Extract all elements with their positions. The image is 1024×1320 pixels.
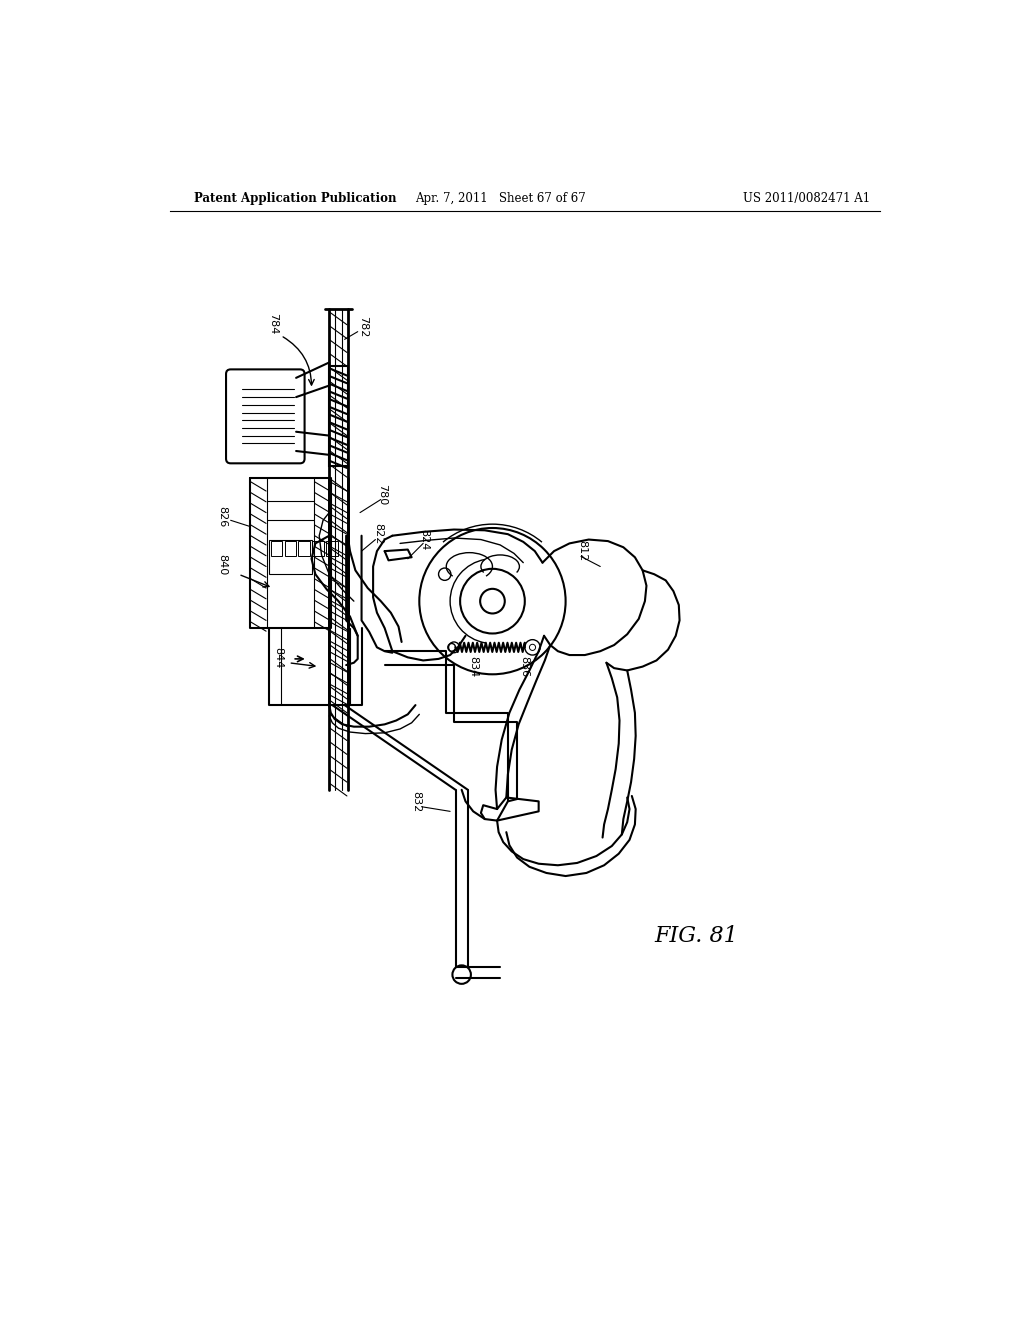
- Text: 832: 832: [412, 791, 422, 812]
- Text: FIG. 81: FIG. 81: [654, 925, 738, 948]
- Bar: [330, 367, 348, 466]
- Text: 812: 812: [578, 540, 587, 562]
- Bar: [312, 541, 324, 557]
- Text: 824: 824: [419, 529, 429, 550]
- Text: 822: 822: [373, 523, 383, 544]
- Text: 834: 834: [468, 656, 478, 677]
- Circle shape: [453, 965, 471, 983]
- Text: 826: 826: [217, 506, 226, 527]
- FancyBboxPatch shape: [226, 370, 304, 463]
- Bar: [269, 540, 311, 574]
- Text: Patent Application Publication: Patent Application Publication: [194, 191, 396, 205]
- Bar: [270, 541, 283, 557]
- Text: US 2011/0082471 A1: US 2011/0082471 A1: [742, 191, 869, 205]
- Text: Apr. 7, 2011   Sheet 67 of 67: Apr. 7, 2011 Sheet 67 of 67: [415, 191, 586, 205]
- Text: 780: 780: [377, 484, 387, 506]
- Text: 840: 840: [217, 553, 226, 574]
- Text: 836: 836: [519, 656, 529, 677]
- Bar: [298, 541, 310, 557]
- Bar: [285, 541, 296, 557]
- Text: 844: 844: [273, 647, 283, 668]
- Text: 784: 784: [267, 313, 278, 335]
- Text: 782: 782: [357, 315, 368, 337]
- Bar: [326, 541, 338, 557]
